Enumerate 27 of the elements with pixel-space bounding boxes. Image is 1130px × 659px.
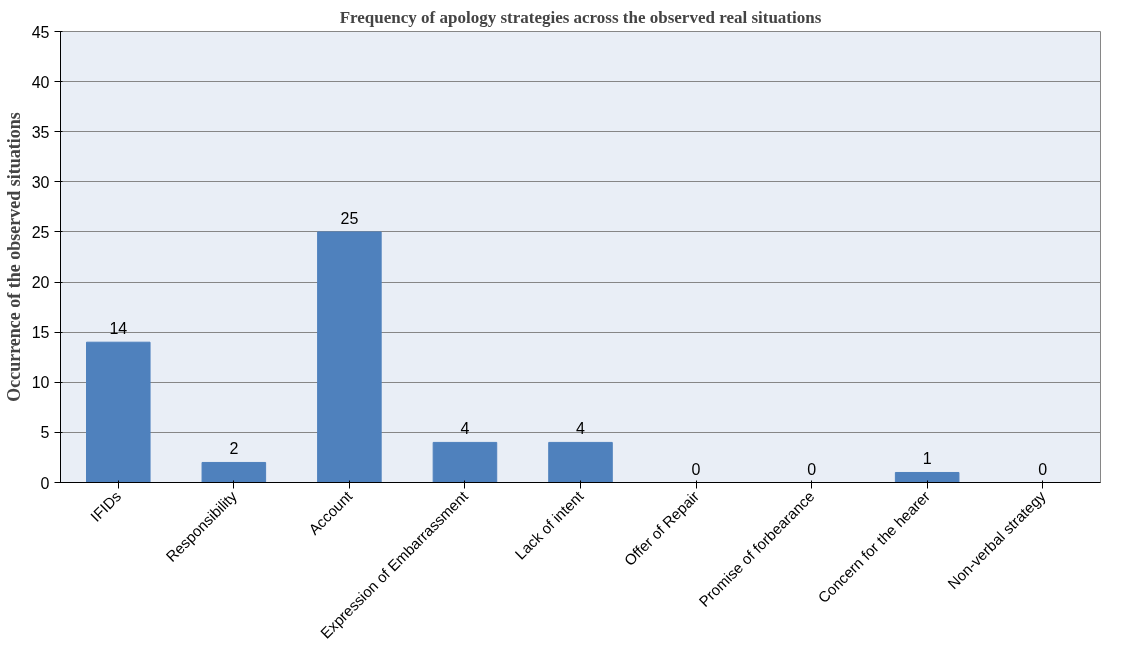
y-tick-label: 25	[31, 223, 50, 241]
y-tick-label: 20	[31, 274, 50, 292]
chart-title: Frequency of apology strategies across the observed real situations	[339, 7, 822, 27]
y-tick-label: 30	[31, 173, 50, 191]
y-tick-label: 35	[31, 123, 50, 141]
y-tick-label: 0	[40, 474, 50, 492]
y-tick-label: 10	[31, 374, 50, 392]
bar	[548, 441, 613, 483]
data-label: 0	[1038, 460, 1048, 478]
y-tick-label: 45	[31, 23, 50, 41]
data-label: 2	[229, 440, 239, 458]
data-label: 0	[807, 460, 817, 478]
bar	[86, 341, 151, 483]
bar	[201, 461, 267, 483]
data-label: 14	[109, 320, 128, 338]
bar	[894, 471, 960, 483]
y-tick-label: 40	[31, 73, 50, 91]
data-label: 25	[340, 209, 359, 227]
data-label: 0	[691, 460, 701, 478]
bar	[317, 231, 382, 483]
y-tick-label: 15	[31, 324, 50, 342]
data-label: 4	[460, 420, 470, 438]
y-axis-title: Occurrence of the observed situations	[3, 112, 24, 402]
y-tick-label: 5	[40, 424, 50, 442]
data-label: 4	[576, 420, 586, 438]
data-label: 1	[922, 450, 932, 468]
bar	[432, 441, 498, 483]
